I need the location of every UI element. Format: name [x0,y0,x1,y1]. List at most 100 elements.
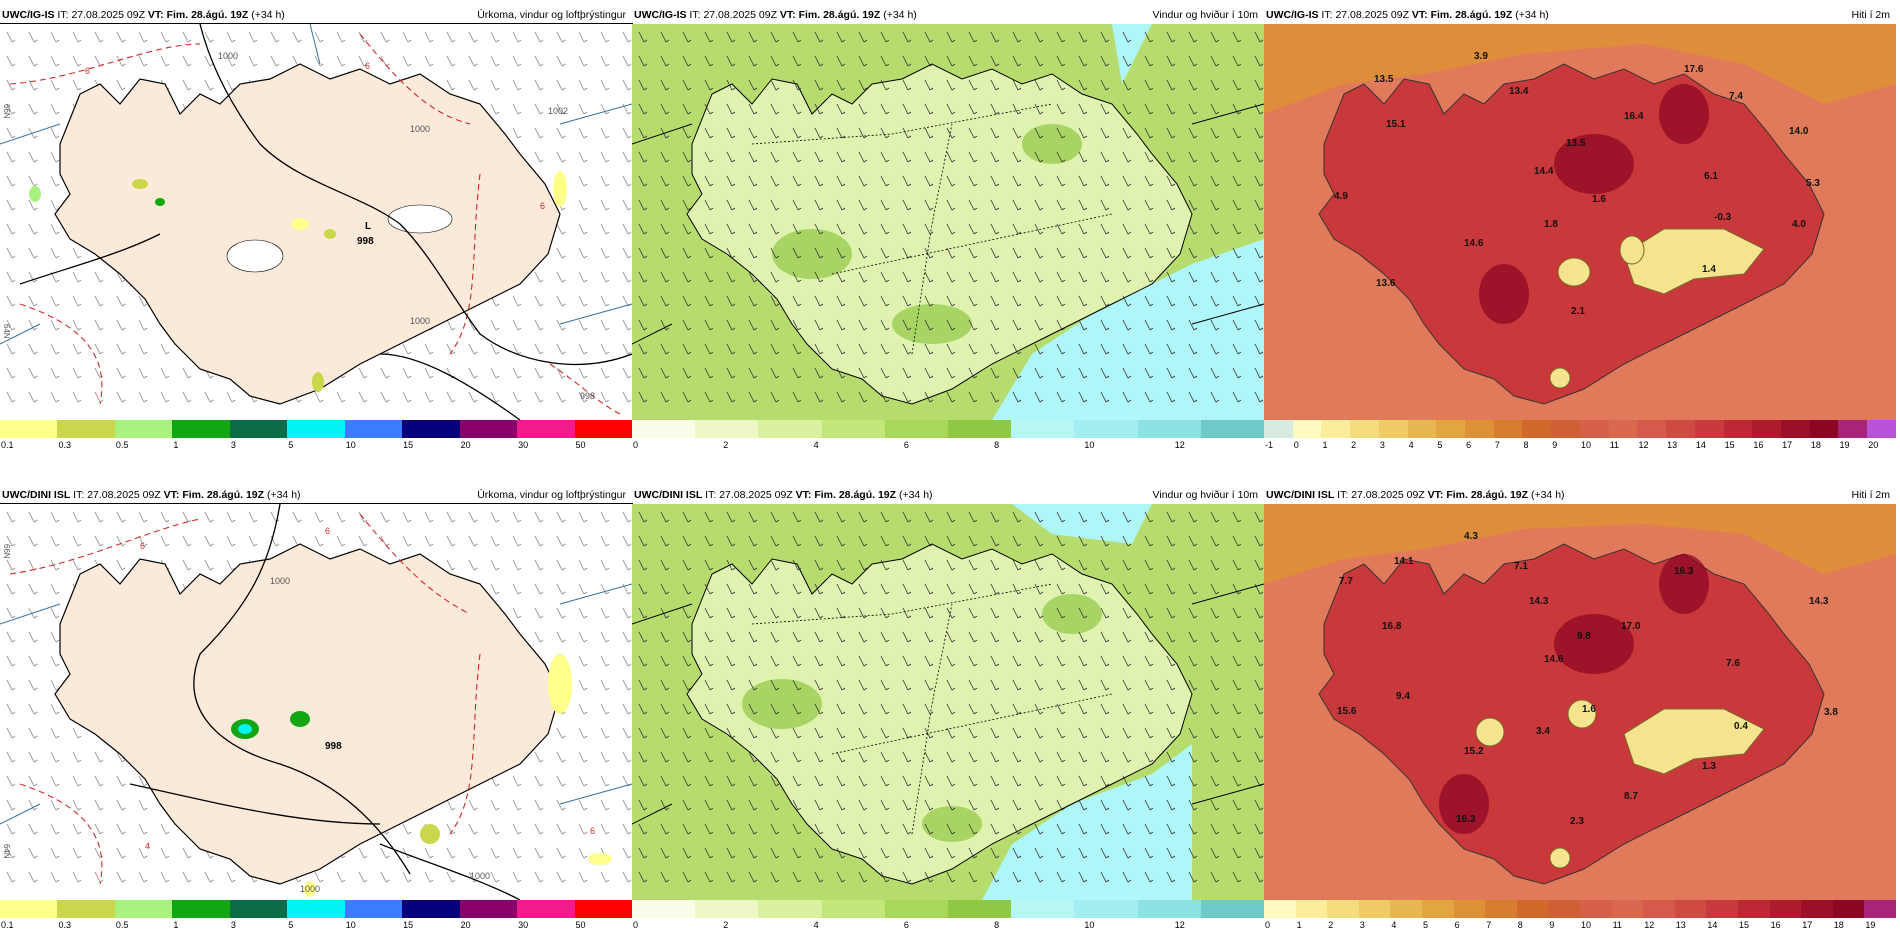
wind-barb [72,511,82,523]
wind-barb [1232,847,1242,859]
wind-barb [556,631,566,643]
wind-barb [94,31,104,43]
wind-barb [1144,679,1154,691]
colorbar-cell [1780,420,1810,438]
temperature-label: 15.2 [1464,746,1484,757]
wind-barb [770,103,780,115]
wind-barb [1144,295,1154,307]
wind-barb [748,799,758,811]
wind-barb [990,679,1000,691]
wind-barb [1254,631,1264,643]
wind-barb [1144,775,1154,787]
wind-barb [858,583,868,595]
wind-barb [1166,583,1176,595]
temperature-label: 14.0 [1789,126,1809,137]
wind-barb [704,631,714,643]
wind-barb [836,223,846,235]
wind-barb [814,391,824,403]
wind-barb [990,871,1000,883]
wind-lowland-patches [742,594,1102,842]
wind-barb [1166,559,1176,571]
pressure-value: 998 [325,741,342,752]
colorbar-cell [1643,900,1675,918]
wind-barb [836,199,846,211]
colorbar-tick: 2 [1328,920,1334,930]
wind-barb [814,847,824,859]
colorbar-tick: 10 [1581,920,1592,930]
wind-barb [490,31,500,43]
wind-barb [1210,727,1220,739]
wind-barb [792,703,802,715]
wind-barb [946,511,956,523]
wind-barb [770,79,780,91]
wind-barb [50,151,60,163]
wind-barb [1056,679,1066,691]
wind-barb [770,679,780,691]
wind-barb [726,631,736,643]
colorbar-cell [344,900,403,918]
isobar-label: 1000 [470,871,490,881]
wind-barb [638,535,648,547]
wind-barb [622,319,632,331]
wind-barb [1144,271,1154,283]
wind-barb [1078,775,1088,787]
wind-barb [924,751,934,763]
wind-barb [814,823,824,835]
colorbar-ticks: 0 2 4 6 8 10 12 [632,920,1264,932]
wind-barb [1232,247,1242,259]
wind-barb [1012,583,1022,595]
vt-label: VT: [1411,9,1428,21]
vt-value: Fim. 28.ágú. 19Z [1430,9,1513,21]
colorbar-tick: 12 [1174,920,1185,930]
wind-barb [490,103,500,115]
wind-barb [600,31,610,43]
colorbar-tick: 17 [1782,440,1793,450]
wind-barb [902,295,912,307]
cold-highland [1475,699,1765,869]
wind-barb [1034,727,1044,739]
wind-barb [1254,271,1264,283]
wind-barb [556,31,566,43]
wind-barb [1254,391,1264,403]
colorbar-cell [632,900,696,918]
wind-barb [116,871,126,883]
wind-barb [600,823,610,835]
wind-barb [1012,271,1022,283]
wind-barb [138,391,148,403]
wind-barb [534,319,544,331]
wind-barb [902,55,912,67]
wind-barb [924,535,934,547]
colorbar-tick: 0 [633,440,639,450]
wind-barb [682,295,692,307]
wind-barb [748,223,758,235]
wind-barb [924,823,934,835]
wind-barb [638,775,648,787]
temperature-label: 9.8 [1577,631,1591,642]
wind-barb [72,799,82,811]
wind-barb [72,271,82,283]
wind-barb [924,511,934,523]
wind-barb [1012,727,1022,739]
wind-barb [1056,559,1066,571]
wind-barb [28,199,38,211]
wind-barb [924,319,934,331]
wind-barb [968,127,978,139]
wind-barb [116,55,126,67]
wind-barb [1034,775,1044,787]
wind-barb [726,55,736,67]
wind-barb [1078,367,1088,379]
wind-barb [990,559,1000,571]
wind-barb [1056,655,1066,667]
wind-barb [814,103,824,115]
wind-barb [726,391,736,403]
wind-barb [638,511,648,523]
wind-barb [968,559,978,571]
wind-barb [600,655,610,667]
wind-barb [1210,871,1220,883]
wind-barb [578,775,588,787]
wind-barb [578,271,588,283]
wind-barb [490,79,500,91]
colorbar-cell [632,420,696,438]
wind-barb [770,799,780,811]
colorbar-tick: 3 [230,920,236,930]
